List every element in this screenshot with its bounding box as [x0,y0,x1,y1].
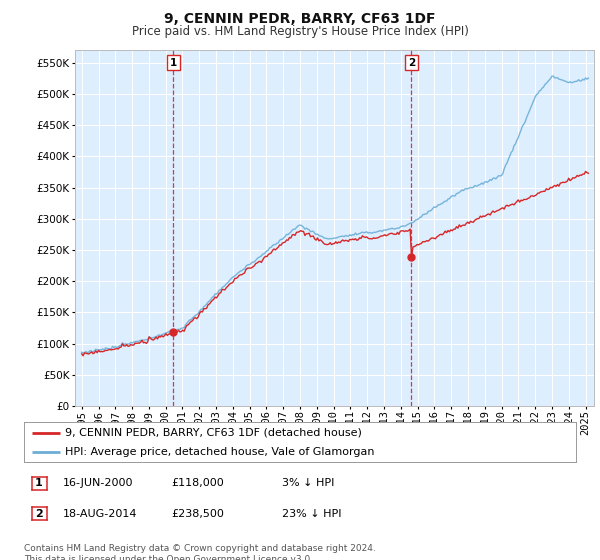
Text: 23% ↓ HPI: 23% ↓ HPI [282,508,341,519]
Text: 9, CENNIN PEDR, BARRY, CF63 1DF (detached house): 9, CENNIN PEDR, BARRY, CF63 1DF (detache… [65,428,362,437]
Text: HPI: Average price, detached house, Vale of Glamorgan: HPI: Average price, detached house, Vale… [65,447,375,457]
Text: 18-AUG-2014: 18-AUG-2014 [63,508,137,519]
Text: Price paid vs. HM Land Registry's House Price Index (HPI): Price paid vs. HM Land Registry's House … [131,25,469,38]
Text: 1: 1 [170,58,177,68]
Text: 3% ↓ HPI: 3% ↓ HPI [282,478,334,488]
Text: Contains HM Land Registry data © Crown copyright and database right 2024.
This d: Contains HM Land Registry data © Crown c… [24,544,376,560]
Text: 2: 2 [35,508,43,519]
Text: 16-JUN-2000: 16-JUN-2000 [63,478,133,488]
Text: £118,000: £118,000 [171,478,224,488]
Text: 9, CENNIN PEDR, BARRY, CF63 1DF: 9, CENNIN PEDR, BARRY, CF63 1DF [164,12,436,26]
Text: 2: 2 [408,58,415,68]
Text: £238,500: £238,500 [171,508,224,519]
Text: 1: 1 [35,478,43,488]
